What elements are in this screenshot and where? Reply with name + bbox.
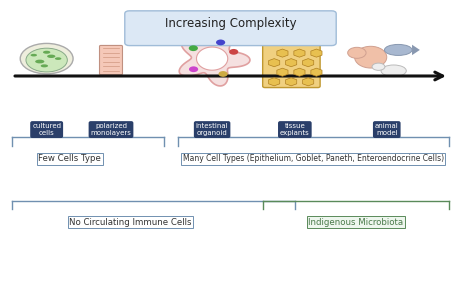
- Polygon shape: [412, 45, 420, 55]
- Ellipse shape: [348, 47, 366, 58]
- FancyBboxPatch shape: [263, 44, 320, 88]
- Text: tissue
explants: tissue explants: [280, 123, 310, 136]
- Ellipse shape: [384, 45, 412, 55]
- Text: Indigenous Microbiota: Indigenous Microbiota: [308, 218, 403, 227]
- Circle shape: [189, 45, 198, 51]
- Ellipse shape: [372, 63, 385, 70]
- Circle shape: [229, 49, 238, 55]
- Text: Many Cell Types (Epithelium, Goblet, Paneth, Enteroendocrine Cells): Many Cell Types (Epithelium, Goblet, Pan…: [182, 154, 444, 163]
- FancyBboxPatch shape: [125, 11, 336, 46]
- Ellipse shape: [43, 51, 50, 54]
- Ellipse shape: [41, 64, 48, 67]
- Ellipse shape: [20, 43, 73, 74]
- Ellipse shape: [30, 54, 37, 56]
- Ellipse shape: [47, 55, 55, 58]
- Ellipse shape: [26, 48, 67, 72]
- Polygon shape: [179, 32, 250, 86]
- Ellipse shape: [55, 57, 61, 60]
- Circle shape: [219, 71, 228, 77]
- Ellipse shape: [355, 46, 387, 68]
- Ellipse shape: [381, 65, 406, 77]
- Text: intestinal
organoid: intestinal organoid: [196, 123, 228, 136]
- Text: Few Cells Type: Few Cells Type: [38, 154, 101, 163]
- Circle shape: [216, 40, 225, 45]
- Text: Increasing Complexity: Increasing Complexity: [164, 17, 296, 30]
- Text: polarized
monolayers: polarized monolayers: [91, 123, 131, 136]
- Ellipse shape: [35, 60, 45, 63]
- FancyBboxPatch shape: [100, 45, 122, 75]
- Circle shape: [189, 66, 198, 72]
- Polygon shape: [197, 47, 228, 70]
- Text: animal
model: animal model: [375, 123, 399, 136]
- Text: cultured
cells: cultured cells: [32, 123, 61, 136]
- Text: No Circulating Immune Cells: No Circulating Immune Cells: [69, 218, 192, 227]
